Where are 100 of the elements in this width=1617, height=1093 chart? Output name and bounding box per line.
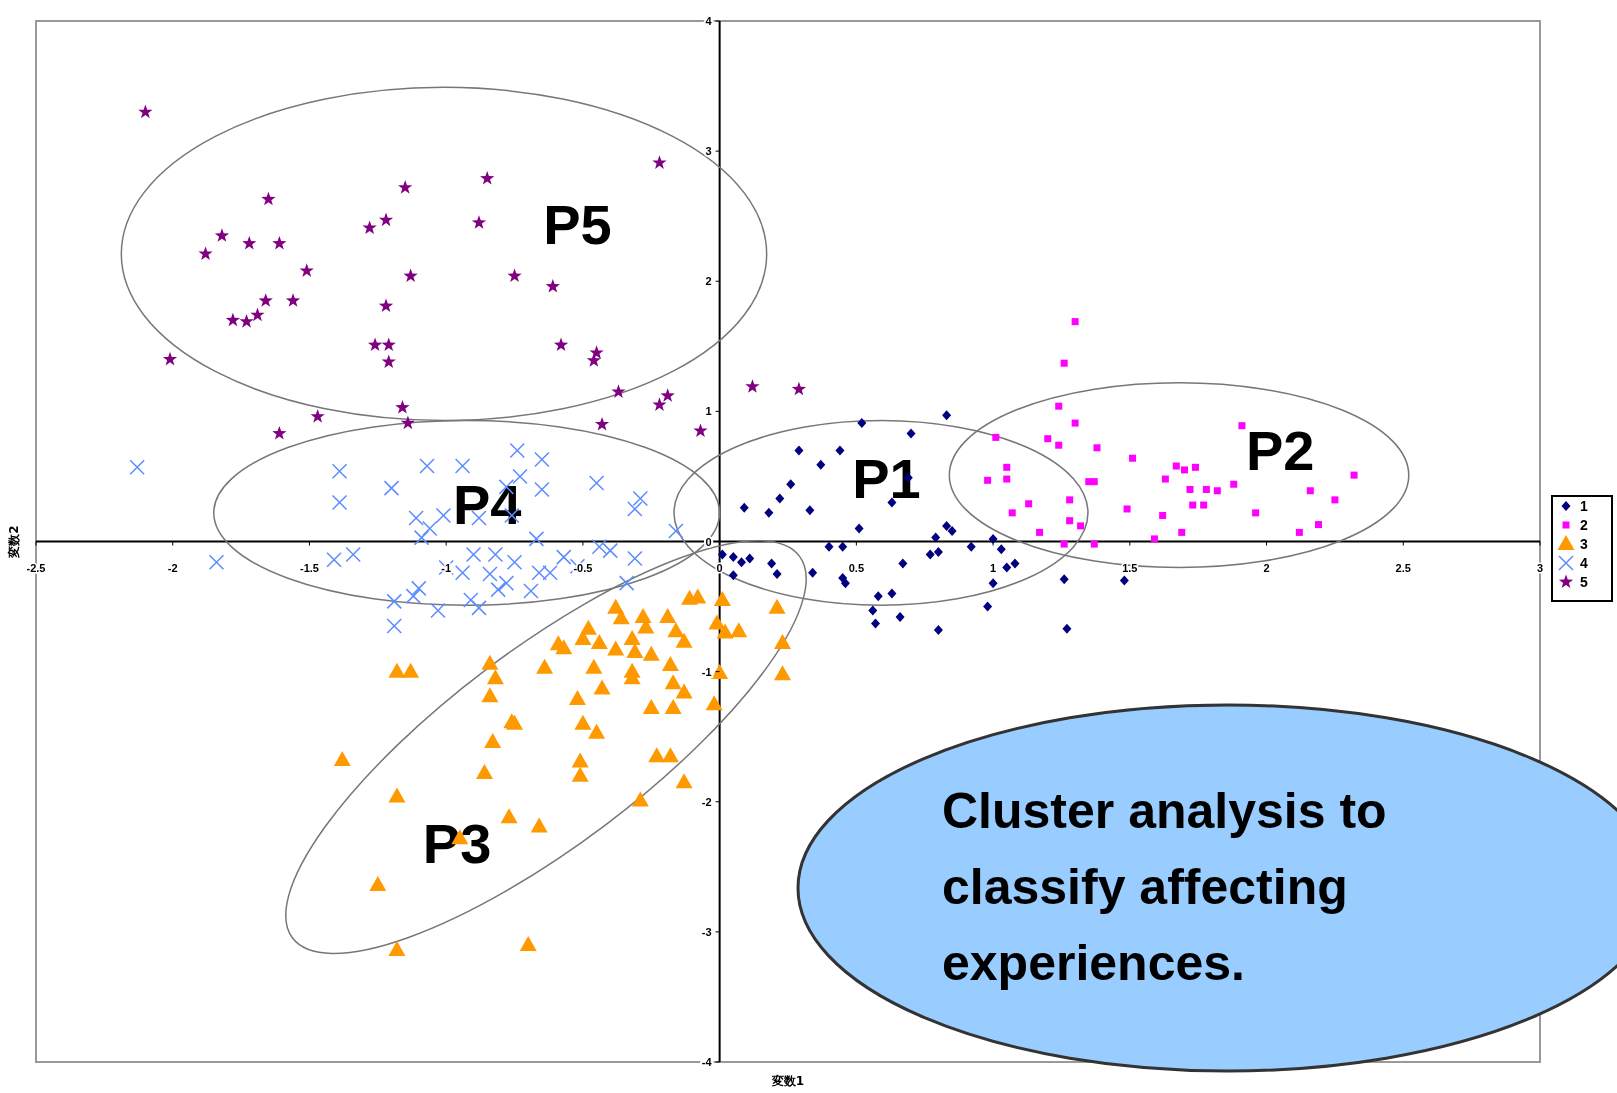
point [791, 381, 807, 396]
point [925, 549, 935, 560]
point [808, 567, 818, 578]
point [331, 463, 348, 479]
y-tick-label: 0 [705, 535, 712, 548]
x-tick-label: 2 [1263, 561, 1270, 574]
y-tick-label: -4 [701, 1056, 713, 1068]
point [887, 497, 897, 508]
x-tick-label: -2 [167, 561, 178, 574]
point [906, 428, 916, 439]
point [805, 505, 815, 516]
point [1066, 517, 1074, 525]
point [1129, 454, 1137, 462]
annotation: Cluster analysis to classify affecting experiences. [942, 783, 1387, 991]
point [898, 558, 908, 569]
point [465, 546, 482, 563]
point [933, 546, 943, 557]
point [454, 564, 471, 581]
point [1077, 522, 1085, 530]
point [794, 445, 804, 456]
point [1178, 528, 1186, 536]
point [454, 458, 471, 474]
x-axis-title: 変数1 [770, 1074, 805, 1088]
point [1059, 574, 1069, 585]
point [1090, 540, 1098, 548]
point [854, 523, 864, 534]
point [490, 581, 506, 598]
point [772, 569, 782, 580]
point [1315, 521, 1322, 529]
point [668, 523, 684, 539]
point [534, 481, 550, 498]
point [1186, 485, 1194, 493]
point [509, 442, 526, 459]
point [1230, 480, 1238, 488]
legend-label: 5 [1580, 574, 1588, 590]
point [1071, 318, 1079, 326]
point [506, 554, 523, 571]
point [512, 468, 528, 485]
point [717, 549, 727, 560]
point [739, 502, 749, 513]
point [1119, 575, 1129, 586]
point [1002, 562, 1012, 573]
y-tick-label: -2 [701, 795, 712, 808]
point [1172, 462, 1180, 470]
point [1055, 402, 1063, 410]
point [1071, 419, 1079, 427]
point [405, 588, 422, 604]
point [1008, 509, 1016, 517]
point [1159, 511, 1167, 519]
point [534, 451, 550, 468]
point [1060, 359, 1068, 367]
point [1200, 501, 1208, 509]
point [871, 618, 881, 629]
point [947, 526, 957, 537]
point [487, 546, 504, 563]
point [1252, 509, 1260, 517]
point [482, 566, 498, 582]
point [129, 459, 145, 476]
point [942, 520, 952, 531]
point [868, 605, 878, 616]
legend-label: 1 [1580, 498, 1588, 514]
point [966, 541, 976, 552]
point [933, 624, 943, 635]
x-tick-label: -1.5 [299, 561, 319, 574]
y-axis-title: 変数2 [7, 525, 21, 559]
point [463, 592, 479, 608]
point [627, 550, 643, 567]
point [326, 551, 342, 568]
point [588, 475, 605, 491]
point [1066, 496, 1074, 504]
point [838, 541, 848, 552]
point [408, 510, 424, 526]
point [737, 557, 747, 568]
point [618, 575, 635, 591]
point [767, 558, 777, 569]
point [386, 618, 402, 634]
point [764, 507, 774, 518]
point [419, 458, 435, 474]
annotation: P2 [1245, 419, 1315, 483]
point [992, 433, 1000, 441]
annotation: P3 [422, 812, 492, 876]
y-tick-label: 4 [705, 15, 713, 27]
x-tick-label: 3 [1536, 561, 1544, 574]
point [1306, 487, 1314, 495]
point [1350, 471, 1358, 479]
y-tick-label: 3 [705, 145, 712, 158]
legend-label: 4 [1580, 555, 1588, 571]
point [816, 459, 826, 470]
point [602, 542, 618, 559]
point [988, 578, 998, 589]
point [824, 541, 834, 552]
point [1161, 475, 1169, 483]
annotation: P1 [852, 446, 921, 510]
point [1010, 558, 1020, 569]
point [523, 583, 539, 599]
point [435, 507, 452, 524]
point [528, 531, 545, 547]
legend-label: 3 [1580, 536, 1588, 552]
x-tick-label: 1 [990, 561, 997, 574]
point [627, 501, 643, 517]
